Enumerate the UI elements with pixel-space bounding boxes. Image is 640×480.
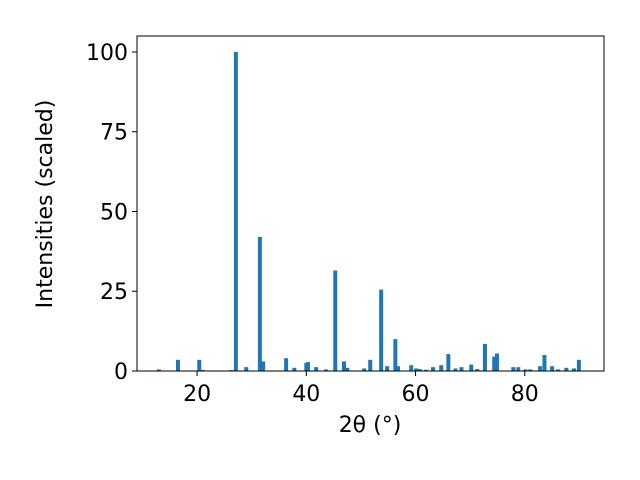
bar	[379, 289, 384, 371]
bar	[423, 369, 428, 371]
y-tick-label: 0	[114, 360, 128, 385]
y-tick-label: 25	[100, 280, 128, 305]
bar	[494, 353, 499, 371]
bar	[446, 354, 451, 371]
bar	[257, 237, 262, 371]
bar	[475, 369, 480, 371]
bar	[156, 369, 161, 371]
y-axis-label: Intensities (scaled)	[33, 100, 58, 309]
x-tick-label: 40	[292, 382, 320, 407]
bar	[362, 368, 367, 371]
bar	[453, 368, 458, 371]
bar	[368, 359, 373, 371]
bar	[197, 359, 202, 371]
y-tick-label: 75	[100, 121, 128, 146]
bar	[469, 364, 474, 371]
x-axis-label: 2θ (°)	[339, 413, 402, 438]
bar	[482, 343, 487, 371]
bar	[261, 361, 266, 371]
bar	[511, 367, 516, 371]
bar	[542, 355, 547, 371]
bar	[385, 366, 390, 371]
bar	[550, 366, 555, 371]
bar	[564, 367, 569, 371]
bar	[431, 367, 436, 371]
bar	[492, 356, 497, 371]
bar	[396, 366, 401, 371]
bar	[576, 359, 581, 371]
bar	[342, 361, 347, 371]
bar	[305, 362, 310, 371]
bar	[244, 367, 249, 371]
bar	[345, 367, 350, 371]
bar	[314, 367, 319, 371]
bar	[528, 369, 533, 371]
bar	[439, 365, 444, 371]
x-tick-label: 60	[402, 382, 430, 407]
bar	[417, 369, 422, 371]
bar	[556, 369, 561, 371]
bar	[323, 369, 328, 371]
bar	[523, 369, 528, 371]
bar	[284, 358, 289, 371]
y-tick-label: 50	[100, 200, 128, 225]
bar	[175, 359, 180, 371]
bar	[292, 367, 297, 371]
bar	[233, 51, 238, 371]
y-tick-label: 100	[86, 41, 128, 66]
plot-frame	[136, 35, 605, 372]
bar	[333, 270, 338, 371]
x-tick-label: 20	[183, 382, 211, 407]
bar	[516, 367, 521, 371]
bar	[538, 366, 543, 371]
bar	[393, 339, 398, 371]
bar	[409, 365, 414, 371]
bar	[459, 367, 464, 371]
bar	[571, 368, 576, 371]
x-tick-label: 80	[511, 382, 539, 407]
bar	[414, 368, 419, 371]
